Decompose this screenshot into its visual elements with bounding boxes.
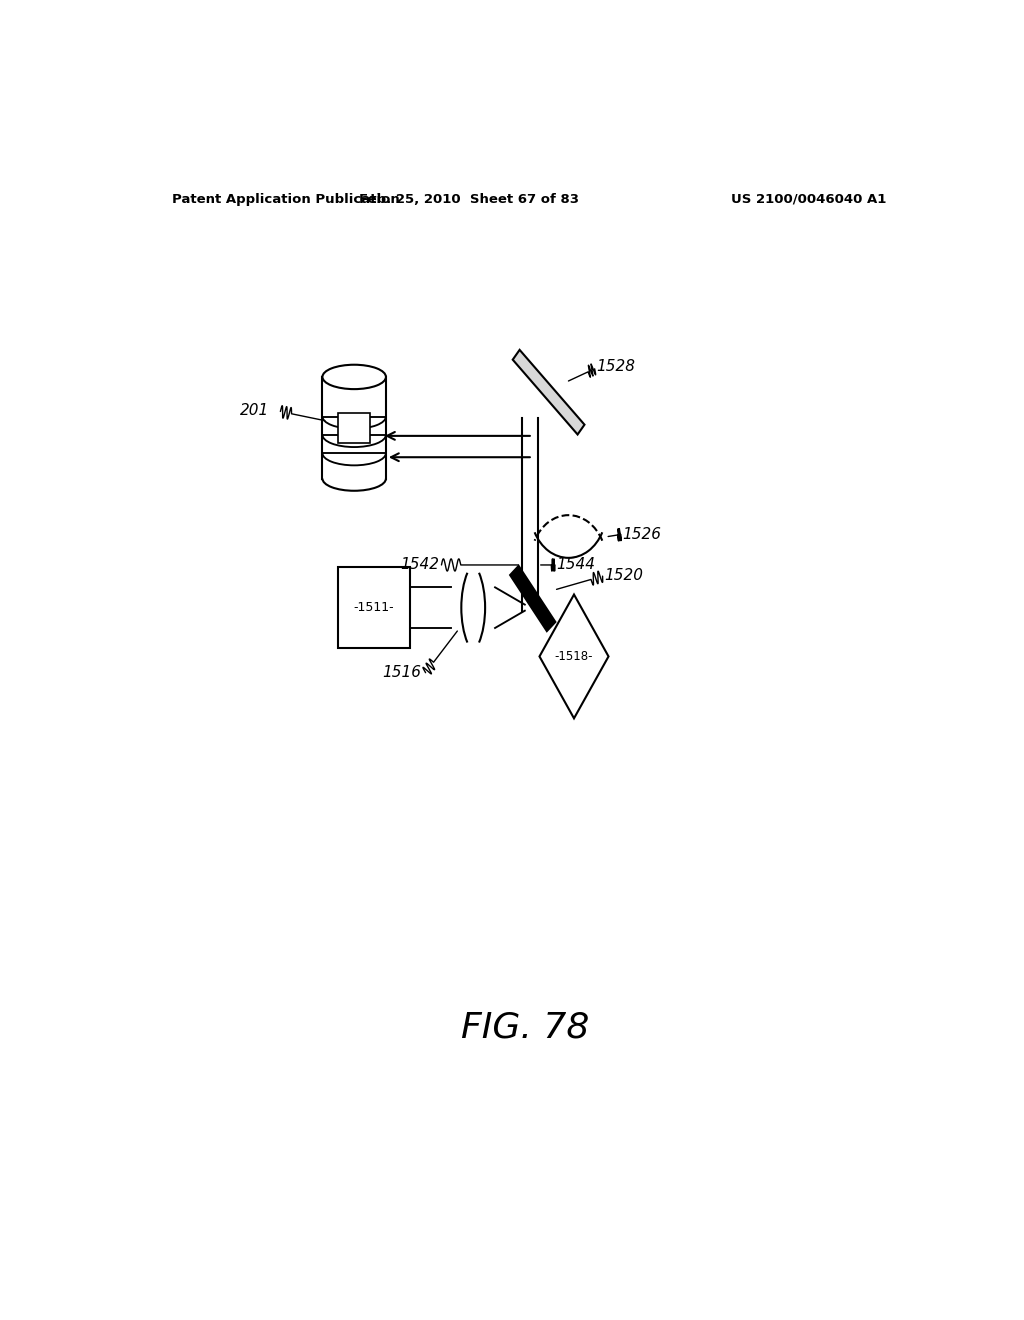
Text: 201: 201	[240, 403, 269, 418]
Polygon shape	[540, 594, 608, 718]
Text: 1520: 1520	[604, 568, 643, 582]
FancyBboxPatch shape	[338, 568, 410, 648]
Text: Patent Application Publication: Patent Application Publication	[172, 193, 399, 206]
Text: 1526: 1526	[623, 527, 662, 543]
Polygon shape	[510, 566, 555, 631]
FancyBboxPatch shape	[338, 412, 370, 444]
Ellipse shape	[323, 364, 386, 389]
Polygon shape	[513, 350, 585, 434]
Text: Feb. 25, 2010  Sheet 67 of 83: Feb. 25, 2010 Sheet 67 of 83	[359, 193, 580, 206]
Text: 1528: 1528	[596, 359, 635, 375]
Text: 1516: 1516	[383, 665, 422, 680]
Text: FIG. 78: FIG. 78	[461, 1010, 589, 1044]
Text: US 2100/0046040 A1: US 2100/0046040 A1	[731, 193, 887, 206]
Text: 1544: 1544	[557, 557, 596, 573]
Text: -1511-: -1511-	[353, 601, 394, 614]
Text: 1542: 1542	[400, 557, 439, 573]
Text: -1518-: -1518-	[555, 649, 593, 663]
